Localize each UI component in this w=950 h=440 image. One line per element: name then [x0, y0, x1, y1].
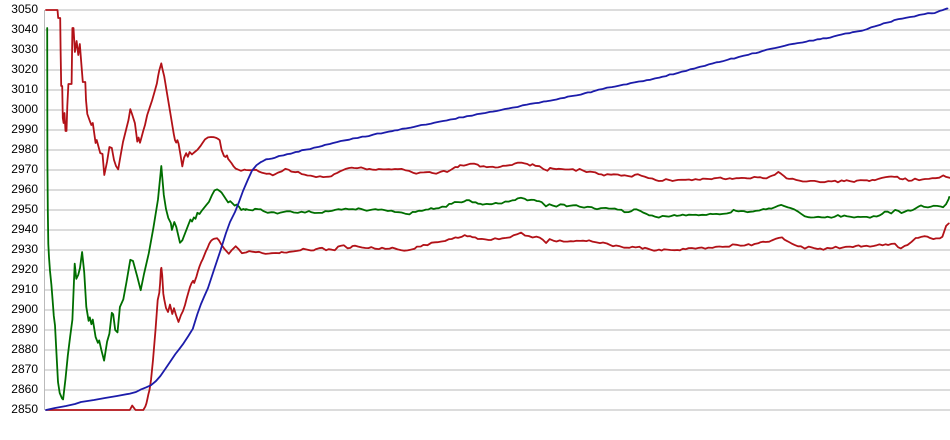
svg-text:2880: 2880 [11, 342, 38, 356]
svg-text:2930: 2930 [11, 242, 38, 256]
svg-text:3010: 3010 [11, 82, 38, 96]
svg-text:2970: 2970 [11, 162, 38, 176]
svg-text:3040: 3040 [11, 22, 38, 36]
svg-text:3050: 3050 [11, 2, 38, 16]
svg-text:2980: 2980 [11, 142, 38, 156]
svg-text:2860: 2860 [11, 382, 38, 396]
svg-text:3000: 3000 [11, 102, 38, 116]
svg-text:2990: 2990 [11, 122, 38, 136]
svg-text:3030: 3030 [11, 42, 38, 56]
svg-text:3020: 3020 [11, 62, 38, 76]
svg-text:2960: 2960 [11, 182, 38, 196]
svg-text:2900: 2900 [11, 302, 38, 316]
svg-text:2890: 2890 [11, 322, 38, 336]
svg-text:2950: 2950 [11, 202, 38, 216]
svg-text:2940: 2940 [11, 222, 38, 236]
svg-text:2870: 2870 [11, 362, 38, 376]
svg-text:2850: 2850 [11, 402, 38, 416]
svg-text:2910: 2910 [11, 282, 38, 296]
svg-text:2920: 2920 [11, 262, 38, 276]
